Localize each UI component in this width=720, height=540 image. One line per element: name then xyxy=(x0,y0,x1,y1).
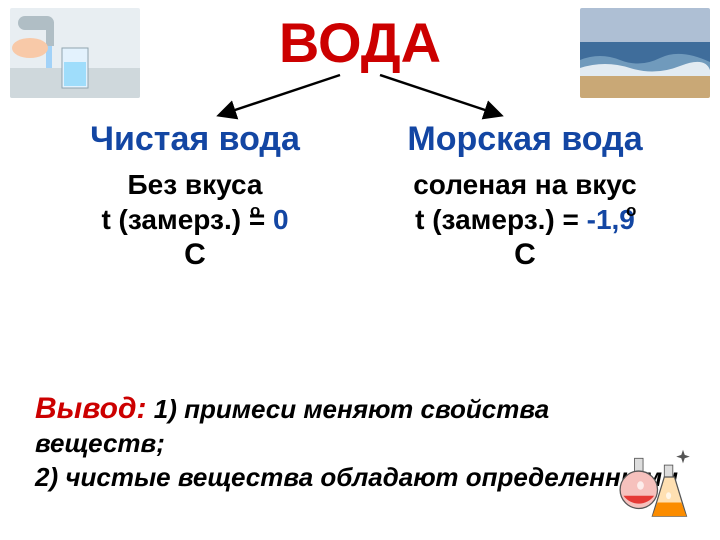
chemistry-flasks-icon xyxy=(615,443,700,528)
temp-unit: С xyxy=(370,237,680,273)
pure-water-subtitle: Чистая вода xyxy=(40,120,350,159)
pure-water-freeze: t (замерз.) = 0 o xyxy=(40,202,350,237)
pure-water-branch: Чистая вода Без вкуса t (замерз.) = 0 o … xyxy=(40,120,350,273)
freeze-prefix: t (замерз.) = xyxy=(415,204,587,235)
temp-unit: С xyxy=(40,237,350,273)
conclusion-label: Вывод: xyxy=(35,392,147,425)
freeze-prefix: t (замерз.) = xyxy=(101,204,273,235)
conclusion-block: Вывод: 1) примеси меняют свойства вещест… xyxy=(35,392,685,494)
branch-arrows xyxy=(180,65,540,125)
degree-symbol: o xyxy=(250,200,260,221)
degree-symbol: o xyxy=(626,200,636,221)
sea-water-freeze: t (замерз.) = -1,9 o xyxy=(370,202,680,237)
sea-water-subtitle: Морская вода xyxy=(370,120,680,159)
freeze-temp: 0 xyxy=(273,204,289,235)
sea-beach-image xyxy=(580,8,710,98)
sea-water-branch: Морская вода соленая на вкус t (замерз.)… xyxy=(370,120,680,273)
pure-water-taste: Без вкуса xyxy=(40,167,350,202)
tap-water-image xyxy=(10,8,140,98)
conclusion-part2: 2) чистые вещества обладают определенным… xyxy=(35,461,685,495)
sea-water-taste: соленая на вкус xyxy=(370,167,680,202)
